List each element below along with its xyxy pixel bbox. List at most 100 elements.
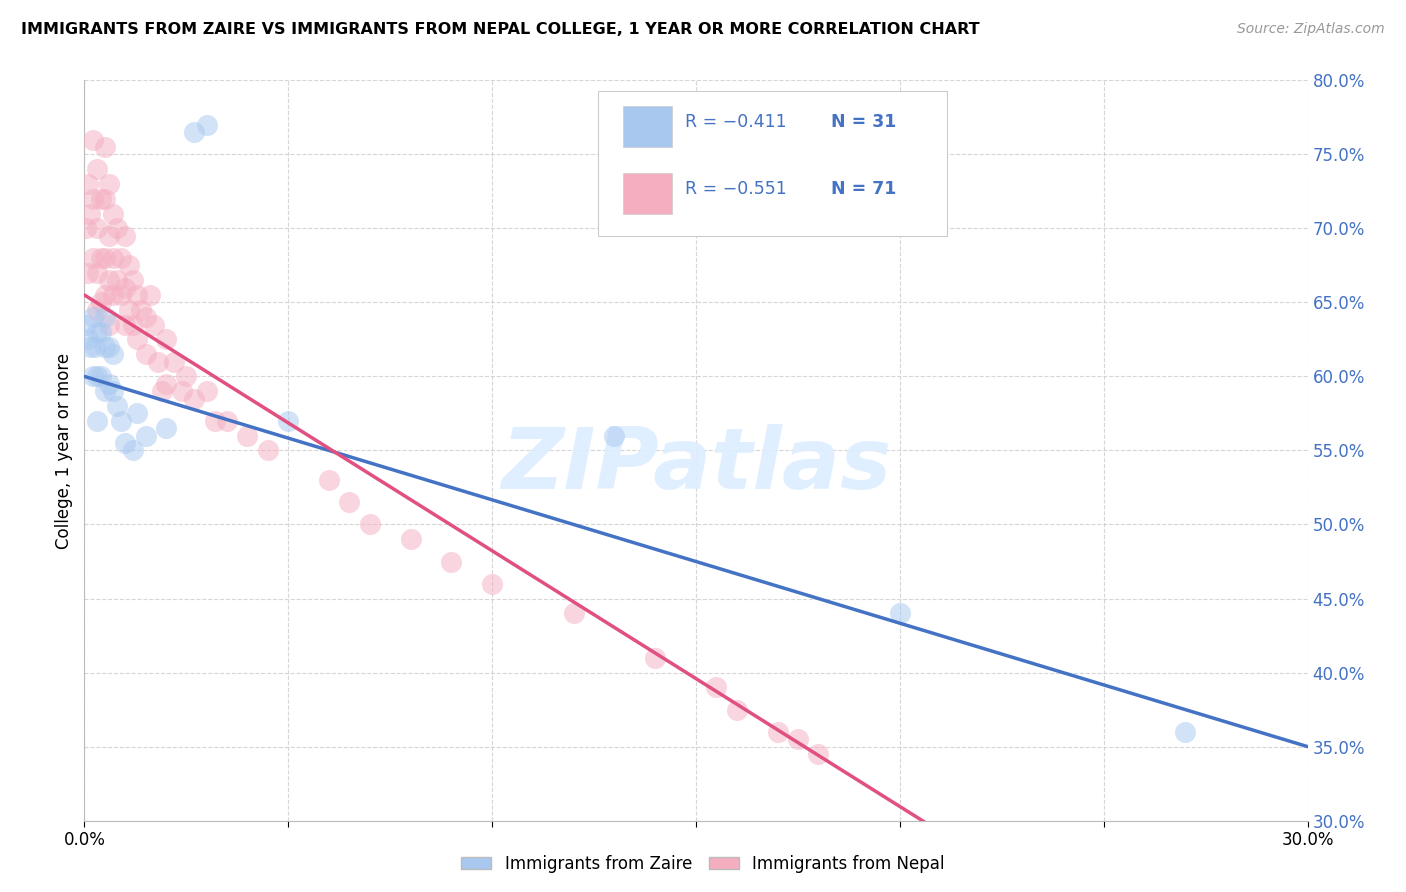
Point (97, 318, 120, 332)
Point (204, 414, 226, 428)
Point (131, 302, 153, 317)
Point (706, 681, 728, 695)
Point (93, 140, 115, 154)
Point (110, 251, 132, 265)
Point (399, 533, 422, 547)
Point (97, 228, 120, 243)
Point (83, 340, 105, 354)
Point (562, 607, 585, 621)
Point (97, 177, 120, 191)
Point (105, 399, 128, 413)
Point (86, 414, 108, 428)
Text: Source: ZipAtlas.com: Source: ZipAtlas.com (1237, 22, 1385, 37)
Point (183, 125, 205, 139)
Point (807, 747, 830, 761)
Point (86, 369, 108, 384)
Point (105, 273, 128, 287)
Point (97, 376, 120, 391)
Point (155, 421, 177, 435)
Point (110, 414, 132, 428)
Point (217, 414, 239, 428)
Point (195, 118, 218, 132)
Point (93, 288, 115, 302)
Point (82, 251, 104, 265)
Point (1174, 724, 1197, 739)
Point (135, 347, 157, 361)
Point (86, 266, 108, 280)
Point (163, 354, 186, 368)
Point (101, 206, 124, 220)
Point (257, 443, 280, 458)
Point (135, 428, 157, 442)
Point (93, 310, 115, 325)
Point (77, 332, 100, 346)
Text: R = −0.411: R = −0.411 (685, 113, 786, 131)
Point (318, 473, 340, 487)
Point (82, 369, 104, 384)
Point (135, 310, 157, 325)
Point (339, 495, 361, 509)
Point (118, 302, 141, 317)
Point (86, 162, 108, 177)
Point (93, 192, 115, 206)
Point (127, 407, 149, 421)
Point (90, 251, 112, 265)
Point (138, 288, 160, 302)
Point (82, 132, 104, 146)
Point (79, 206, 101, 220)
Point (90, 325, 112, 339)
Point (93, 340, 115, 354)
Point (90, 369, 112, 384)
Point (127, 332, 149, 346)
Point (101, 288, 124, 302)
Point (236, 428, 259, 442)
Text: R = −0.551: R = −0.551 (685, 180, 787, 198)
Point (75, 221, 97, 235)
Point (725, 703, 748, 717)
Point (174, 369, 197, 384)
Point (82, 310, 104, 325)
Point (195, 384, 218, 399)
Point (766, 724, 789, 739)
Text: N = 71: N = 71 (831, 180, 896, 198)
Point (101, 347, 124, 361)
Point (75, 318, 97, 332)
Point (277, 414, 299, 428)
Point (146, 354, 169, 368)
Point (359, 517, 381, 532)
Point (82, 192, 104, 206)
Point (127, 288, 149, 302)
Point (603, 428, 626, 442)
Text: ZIPatlas: ZIPatlas (501, 424, 891, 507)
FancyBboxPatch shape (623, 173, 672, 213)
Legend: Immigrants from Zaire, Immigrants from Nepal: Immigrants from Zaire, Immigrants from N… (454, 848, 952, 880)
Point (93, 384, 115, 399)
Point (77, 266, 100, 280)
Point (97, 340, 120, 354)
FancyBboxPatch shape (598, 91, 946, 235)
Point (110, 288, 132, 302)
Point (122, 443, 145, 458)
Point (787, 732, 810, 747)
Point (118, 258, 141, 272)
Point (90, 192, 112, 206)
Point (155, 376, 177, 391)
Point (644, 650, 666, 665)
Point (172, 384, 194, 399)
Point (481, 576, 503, 591)
Point (86, 302, 108, 317)
Point (122, 318, 145, 332)
Point (150, 384, 173, 399)
Point (114, 280, 136, 294)
Point (970, 851, 993, 865)
Point (142, 318, 165, 332)
Point (183, 392, 205, 406)
Point (970, 858, 993, 872)
Point (79, 340, 101, 354)
FancyBboxPatch shape (623, 106, 672, 147)
Text: IMMIGRANTS FROM ZAIRE VS IMMIGRANTS FROM NEPAL COLLEGE, 1 YEAR OR MORE CORRELATI: IMMIGRANTS FROM ZAIRE VS IMMIGRANTS FROM… (21, 22, 980, 37)
Point (105, 221, 128, 235)
Point (440, 555, 463, 569)
Point (155, 332, 177, 346)
Point (114, 228, 136, 243)
